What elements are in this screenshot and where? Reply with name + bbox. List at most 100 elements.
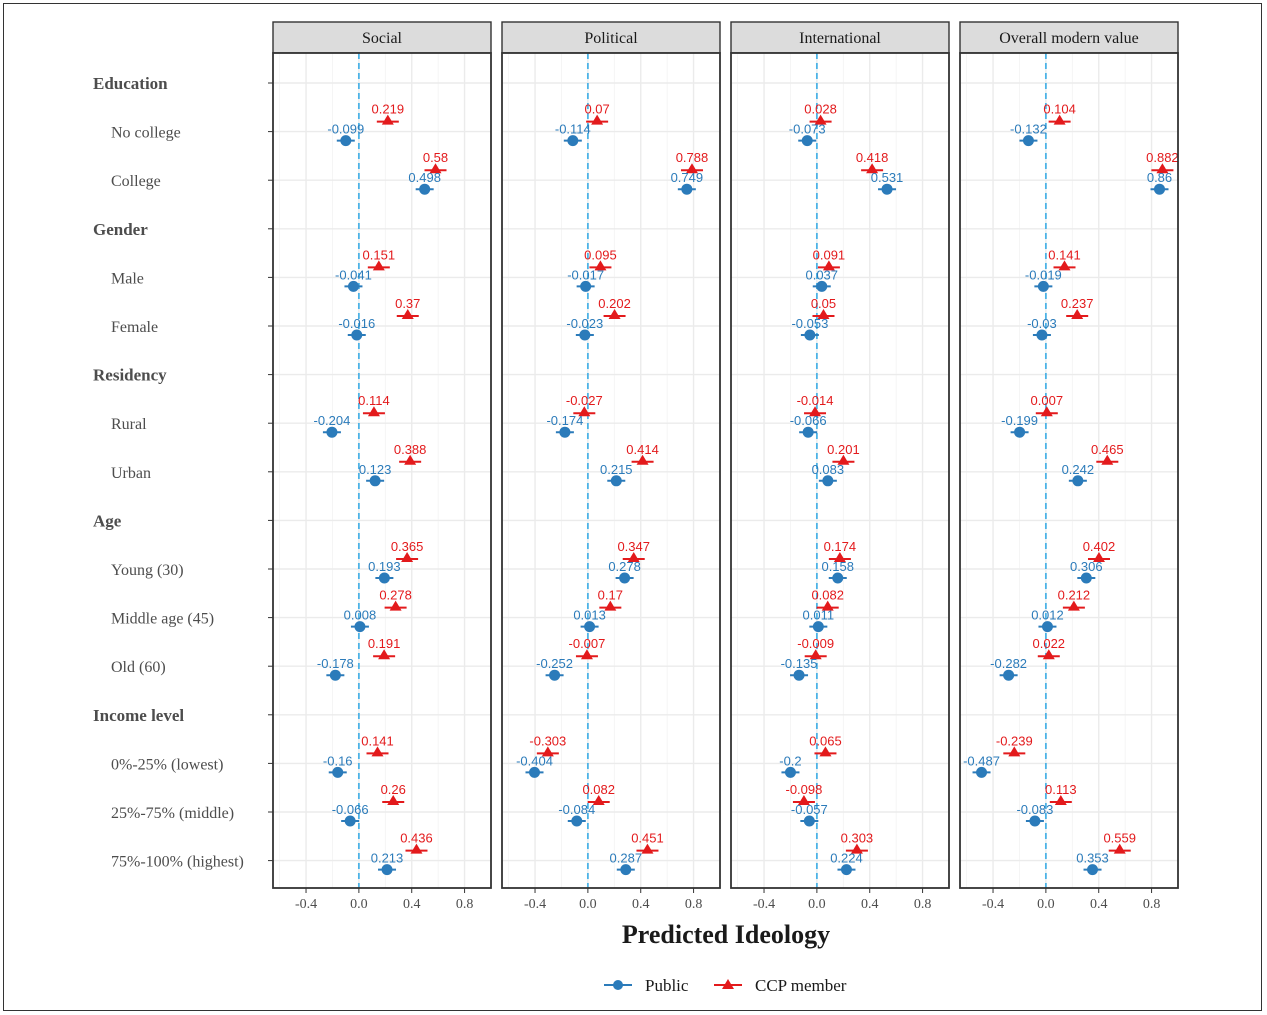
panel-title: Social — [362, 30, 403, 47]
ccp-value-label: 0.451 — [631, 831, 664, 846]
ccp-value-label: 0.174 — [824, 539, 857, 554]
ccp-value-label: -0.027 — [566, 393, 603, 408]
ccp-point — [866, 163, 879, 174]
panel-political: Political 0.07 -0.114 0.788 0.749 0.095 -0.017… — [501, 21, 721, 912]
x-tick-label: -0.4 — [753, 897, 775, 912]
public-point — [804, 329, 816, 341]
ccp-point — [604, 600, 617, 611]
ccp-point — [627, 552, 640, 562]
public-point — [351, 329, 363, 341]
public-value-label: -0.017 — [567, 267, 604, 282]
public-point — [1080, 572, 1092, 584]
panel-title: International — [799, 30, 881, 47]
ccp-value-label: 0.007 — [1031, 393, 1064, 408]
ccp-point — [401, 552, 414, 562]
ccp-point — [1067, 600, 1080, 611]
ccp-value-label: 0.559 — [1103, 831, 1136, 846]
ccp-point — [404, 454, 417, 465]
ccp-point — [814, 114, 827, 125]
public-point — [369, 475, 381, 487]
ccp-point — [429, 163, 442, 174]
row-label: Young (30) — [111, 562, 184, 579]
public-point — [1014, 426, 1026, 438]
public-value-label: -0.135 — [781, 656, 818, 671]
public-point — [549, 669, 561, 681]
ccp-value-label: 0.151 — [363, 247, 396, 262]
ccp-point — [685, 163, 698, 174]
row-label: Female — [111, 319, 158, 336]
public-point — [681, 183, 693, 195]
ccp-value-label: 0.278 — [379, 588, 412, 603]
legend-circle-marker — [613, 980, 623, 990]
public-point — [803, 815, 815, 827]
ccp-value-label: 0.191 — [368, 636, 401, 651]
panel-border — [730, 52, 950, 889]
public-value-label: -0.178 — [317, 656, 354, 671]
ccp-value-label: 0.202 — [598, 296, 631, 311]
ccp-value-label: 0.082 — [582, 782, 615, 797]
legend: Public CCP member — [604, 976, 847, 995]
panel-background — [731, 53, 949, 888]
ccp-point — [797, 795, 810, 805]
panel-social: Social 0.219 -0.099 0.58 0.498 0.151 -0.041 0.3… — [272, 21, 492, 912]
ccp-value-label: 0.082 — [811, 588, 844, 603]
ccp-value-label: 0.788 — [676, 150, 709, 165]
public-value-label: 0.242 — [1062, 462, 1095, 477]
public-value-label: 0.158 — [821, 559, 854, 574]
public-point — [801, 135, 813, 147]
public-point — [1022, 135, 1034, 147]
ccp-point — [1042, 649, 1055, 660]
public-point — [840, 864, 852, 876]
ccp-point — [1071, 309, 1084, 319]
public-value-label: -0.066 — [332, 802, 369, 817]
public-value-label: 0.213 — [371, 851, 404, 866]
panel-strip — [272, 21, 492, 54]
public-value-label: -0.057 — [791, 802, 828, 817]
ccp-value-label: 0.388 — [394, 442, 427, 457]
ccp-point — [381, 114, 394, 125]
ccp-point — [1054, 795, 1067, 805]
ccp-value-label: 0.091 — [813, 247, 846, 262]
public-point — [881, 183, 893, 195]
row-label: Rural — [111, 416, 147, 433]
public-point — [1036, 329, 1048, 341]
ccp-value-label: 0.37 — [395, 296, 420, 311]
ccp-point — [389, 600, 402, 611]
ccp-point — [821, 600, 834, 611]
ccp-point — [378, 649, 391, 660]
public-point — [784, 766, 796, 778]
row-label: Male — [111, 270, 144, 287]
public-point — [329, 669, 341, 681]
public-value-label: -0.03 — [1027, 316, 1057, 331]
ccp-point — [594, 260, 607, 271]
public-point — [1087, 864, 1099, 876]
public-point — [976, 766, 988, 778]
public-value-label: -0.073 — [789, 122, 826, 137]
public-point — [1072, 475, 1084, 487]
ccp-point — [580, 649, 593, 660]
public-value-label: -0.114 — [555, 122, 591, 137]
row-label: 0%-25% (lowest) — [111, 756, 223, 773]
legend-item-public: Public — [604, 976, 689, 995]
ccp-value-label: 0.26 — [381, 782, 406, 797]
ccp-value-label: 0.212 — [1058, 588, 1091, 603]
public-value-label: -0.066 — [790, 413, 827, 428]
public-value-label: -0.282 — [990, 656, 1027, 671]
public-value-label: -0.204 — [313, 413, 350, 428]
ccp-point — [1101, 454, 1114, 465]
public-value-label: -0.199 — [1001, 413, 1038, 428]
public-point — [584, 621, 596, 633]
public-value-label: 0.224 — [830, 851, 863, 866]
panel-strip — [730, 21, 950, 54]
ccp-point — [591, 114, 604, 125]
ccp-value-label: 0.347 — [617, 539, 650, 554]
public-point — [580, 280, 592, 292]
ccp-value-label: 0.028 — [804, 102, 837, 117]
ccp-value-label: -0.014 — [797, 393, 834, 408]
public-value-label: -0.2 — [779, 753, 801, 768]
ccp-point — [1040, 406, 1053, 417]
public-value-label: 0.278 — [608, 559, 641, 574]
ccp-value-label: 0.414 — [626, 442, 659, 457]
ccp-value-label: 0.303 — [841, 831, 874, 846]
public-value-label: -0.099 — [327, 122, 364, 137]
